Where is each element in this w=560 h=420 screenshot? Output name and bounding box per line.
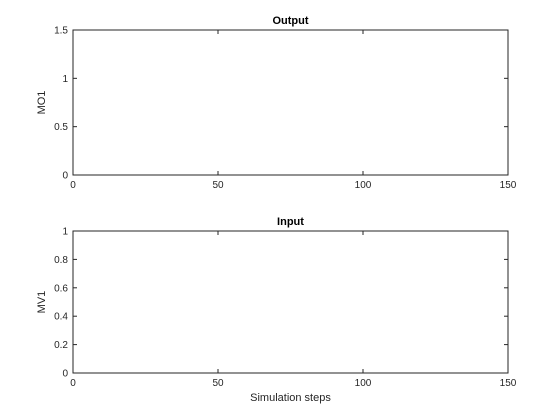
chart-0-ylabel: MO1 <box>36 91 48 115</box>
chart-0-xtick-label-2: 100 <box>355 180 372 191</box>
chart-0-ytick-label-2: 1 <box>62 74 68 85</box>
chart-1-xlabel: Simulation steps <box>250 392 331 404</box>
chart-1-ytick-label-3: 0.6 <box>54 283 68 294</box>
chart-1-ytick-label-1: 0.2 <box>54 340 68 351</box>
chart-1-xtick-label-0: 0 <box>70 378 76 389</box>
chart-1-ytick-label-2: 0.4 <box>54 312 68 323</box>
input-subplot: 0 50 100 150 0 0.2 0.4 0.6 0.8 1 Input MV1 Simulatio… <box>36 216 517 404</box>
chart-0-ytick-label-3: 1.5 <box>54 26 68 37</box>
chart-1-ytick-label-0: 0 <box>62 369 68 380</box>
chart-0-xtick-label-3: 150 <box>500 180 517 191</box>
chart-1-xtick-label-3: 150 <box>500 378 517 389</box>
chart-0-frame <box>72 29 509 176</box>
chart-1-frame <box>72 230 509 374</box>
chart-1-ytick-label-5: 1 <box>62 227 68 238</box>
chart-0-ytick-label-1: 0.5 <box>54 122 68 133</box>
chart-0-xtick-label-0: 0 <box>70 180 76 191</box>
chart-1-title: Input <box>277 216 304 228</box>
chart-1-ylabel: MV1 <box>36 291 48 314</box>
output-subplot: 0 50 100 150 0 0.5 1 1.5 Output MO1 <box>36 15 517 191</box>
chart-1-ytick-label-4: 0.8 <box>54 255 68 266</box>
chart-1-xtick-label-2: 100 <box>355 378 372 389</box>
chart-0-ytick-label-0: 0 <box>62 171 68 182</box>
chart-1-xtick-label-1: 50 <box>212 378 224 389</box>
chart-0-xtick-label-1: 50 <box>212 180 224 191</box>
chart-0-title: Output <box>272 15 308 27</box>
